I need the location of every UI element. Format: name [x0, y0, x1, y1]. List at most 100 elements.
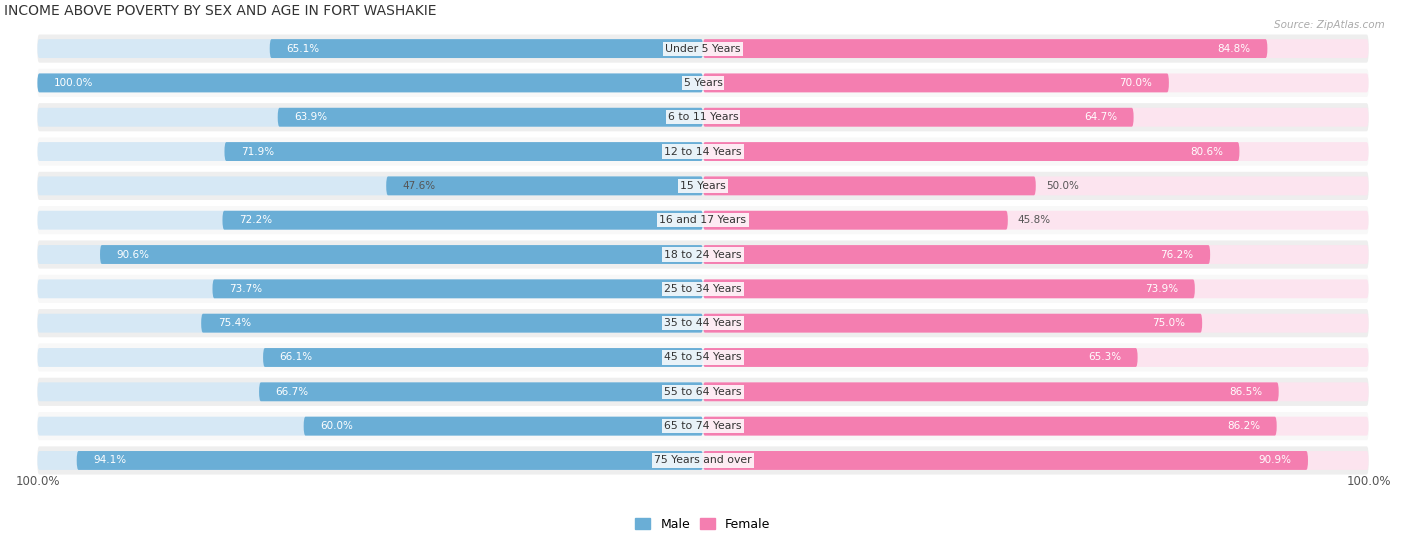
Text: Source: ZipAtlas.com: Source: ZipAtlas.com: [1274, 20, 1385, 30]
FancyBboxPatch shape: [100, 245, 703, 264]
FancyBboxPatch shape: [38, 240, 1368, 268]
Text: 100.0%: 100.0%: [15, 475, 59, 488]
FancyBboxPatch shape: [703, 280, 1368, 299]
FancyBboxPatch shape: [38, 142, 703, 161]
FancyBboxPatch shape: [703, 245, 1368, 264]
Text: 73.7%: 73.7%: [229, 284, 263, 294]
FancyBboxPatch shape: [703, 280, 1195, 299]
FancyBboxPatch shape: [703, 39, 1368, 58]
Text: 18 to 24 Years: 18 to 24 Years: [664, 249, 742, 259]
FancyBboxPatch shape: [38, 138, 1368, 165]
Text: 66.7%: 66.7%: [276, 387, 309, 397]
FancyBboxPatch shape: [703, 382, 1368, 401]
Text: 50.0%: 50.0%: [1046, 181, 1078, 191]
Text: 72.2%: 72.2%: [239, 215, 273, 225]
FancyBboxPatch shape: [38, 206, 1368, 234]
FancyBboxPatch shape: [703, 177, 1036, 195]
Text: 86.2%: 86.2%: [1227, 421, 1260, 431]
FancyBboxPatch shape: [38, 103, 1368, 131]
Text: 86.5%: 86.5%: [1229, 387, 1263, 397]
FancyBboxPatch shape: [263, 348, 703, 367]
Text: 6 to 11 Years: 6 to 11 Years: [668, 112, 738, 122]
Text: 64.7%: 64.7%: [1084, 112, 1116, 122]
FancyBboxPatch shape: [225, 142, 703, 161]
Text: 75 Years and over: 75 Years and over: [654, 456, 752, 466]
Text: 90.9%: 90.9%: [1258, 456, 1291, 466]
Text: 5 Years: 5 Years: [683, 78, 723, 88]
Text: 75.0%: 75.0%: [1153, 318, 1185, 328]
FancyBboxPatch shape: [38, 314, 703, 333]
FancyBboxPatch shape: [38, 348, 703, 367]
FancyBboxPatch shape: [201, 314, 703, 333]
FancyBboxPatch shape: [38, 73, 703, 92]
FancyBboxPatch shape: [38, 211, 703, 230]
FancyBboxPatch shape: [38, 177, 703, 195]
FancyBboxPatch shape: [703, 348, 1137, 367]
Text: 75.4%: 75.4%: [218, 318, 250, 328]
FancyBboxPatch shape: [38, 172, 1368, 200]
FancyBboxPatch shape: [38, 35, 1368, 63]
FancyBboxPatch shape: [387, 177, 703, 195]
Text: 35 to 44 Years: 35 to 44 Years: [664, 318, 742, 328]
FancyBboxPatch shape: [703, 211, 1368, 230]
Text: 12 to 14 Years: 12 to 14 Years: [664, 146, 742, 157]
Text: 71.9%: 71.9%: [240, 146, 274, 157]
FancyBboxPatch shape: [38, 412, 1368, 440]
Text: 76.2%: 76.2%: [1160, 249, 1194, 259]
FancyBboxPatch shape: [703, 451, 1368, 470]
Text: 90.6%: 90.6%: [117, 249, 149, 259]
FancyBboxPatch shape: [38, 343, 1368, 372]
FancyBboxPatch shape: [38, 378, 1368, 406]
FancyBboxPatch shape: [703, 211, 1008, 230]
Text: 94.1%: 94.1%: [93, 456, 127, 466]
Text: 45 to 54 Years: 45 to 54 Years: [664, 353, 742, 362]
FancyBboxPatch shape: [703, 142, 1368, 161]
FancyBboxPatch shape: [703, 108, 1368, 127]
FancyBboxPatch shape: [703, 416, 1277, 435]
FancyBboxPatch shape: [703, 39, 1267, 58]
FancyBboxPatch shape: [270, 39, 703, 58]
Text: Under 5 Years: Under 5 Years: [665, 44, 741, 54]
FancyBboxPatch shape: [212, 280, 703, 299]
FancyBboxPatch shape: [77, 451, 703, 470]
FancyBboxPatch shape: [38, 39, 703, 58]
Text: 84.8%: 84.8%: [1218, 44, 1251, 54]
FancyBboxPatch shape: [38, 108, 703, 127]
FancyBboxPatch shape: [38, 309, 1368, 337]
Text: 16 and 17 Years: 16 and 17 Years: [659, 215, 747, 225]
Text: 45.8%: 45.8%: [1018, 215, 1050, 225]
FancyBboxPatch shape: [703, 73, 1168, 92]
FancyBboxPatch shape: [304, 416, 703, 435]
Text: 100.0%: 100.0%: [1347, 475, 1391, 488]
FancyBboxPatch shape: [38, 245, 703, 264]
Text: 63.9%: 63.9%: [294, 112, 328, 122]
Text: 55 to 64 Years: 55 to 64 Years: [664, 387, 742, 397]
FancyBboxPatch shape: [703, 245, 1211, 264]
Text: INCOME ABOVE POVERTY BY SEX AND AGE IN FORT WASHAKIE: INCOME ABOVE POVERTY BY SEX AND AGE IN F…: [4, 4, 437, 18]
Text: 65 to 74 Years: 65 to 74 Years: [664, 421, 742, 431]
FancyBboxPatch shape: [38, 382, 703, 401]
FancyBboxPatch shape: [703, 382, 1278, 401]
Text: 25 to 34 Years: 25 to 34 Years: [664, 284, 742, 294]
FancyBboxPatch shape: [703, 348, 1368, 367]
FancyBboxPatch shape: [38, 416, 703, 435]
FancyBboxPatch shape: [38, 280, 703, 299]
FancyBboxPatch shape: [703, 142, 1240, 161]
Text: 70.0%: 70.0%: [1119, 78, 1153, 88]
FancyBboxPatch shape: [38, 73, 703, 92]
Text: 60.0%: 60.0%: [321, 421, 353, 431]
FancyBboxPatch shape: [38, 451, 703, 470]
FancyBboxPatch shape: [703, 108, 1133, 127]
Text: 73.9%: 73.9%: [1144, 284, 1178, 294]
FancyBboxPatch shape: [703, 73, 1368, 92]
FancyBboxPatch shape: [703, 177, 1368, 195]
Text: 80.6%: 80.6%: [1189, 146, 1223, 157]
FancyBboxPatch shape: [38, 447, 1368, 475]
FancyBboxPatch shape: [38, 69, 1368, 97]
FancyBboxPatch shape: [703, 314, 1368, 333]
Text: 47.6%: 47.6%: [404, 181, 436, 191]
Text: 65.3%: 65.3%: [1088, 353, 1121, 362]
FancyBboxPatch shape: [703, 314, 1202, 333]
Legend: Male, Female: Male, Female: [630, 513, 776, 536]
Text: 66.1%: 66.1%: [280, 353, 312, 362]
